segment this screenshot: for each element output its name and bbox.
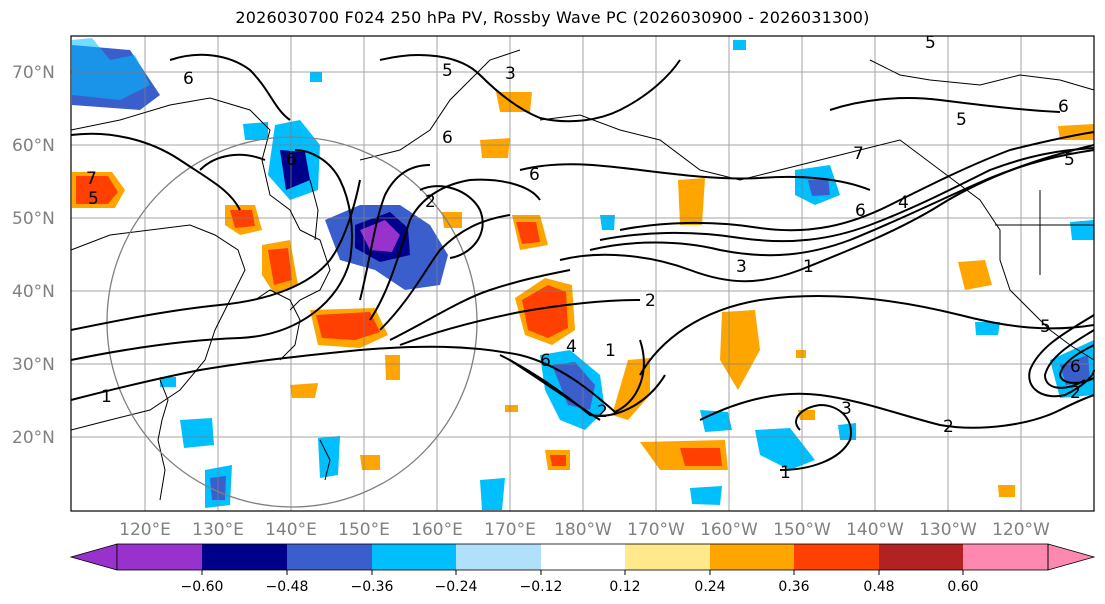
contour-label: 2 (425, 192, 436, 212)
colorbar-segment (287, 544, 372, 570)
colorbar: −0.60 −0.48 −0.36 −0.24 −0.12 0.12 0.24 … (69, 543, 1096, 595)
colorbar-tick-label: 0.24 (694, 579, 725, 595)
contour-label: 6 (442, 128, 453, 148)
contour-label: 3 (736, 257, 747, 277)
contour-label: 6 (1058, 97, 1069, 117)
colorbar-segment (202, 544, 287, 570)
colorbar-outline (116, 543, 1049, 571)
contour-label: 6 (855, 201, 866, 221)
contour-label: 1 (605, 341, 616, 361)
contour-label: 2 (1070, 383, 1081, 403)
map-frame (70, 35, 1095, 512)
contour-label: 2 (597, 402, 608, 422)
colorbar-segment (117, 544, 202, 570)
colorbar-tick-label: −0.12 (520, 579, 563, 595)
colorbar-segment (879, 544, 963, 570)
pv-contours (70, 53, 1095, 471)
contour-label: 1 (780, 463, 791, 483)
lon-label: 150°W (773, 520, 831, 540)
lon-label: 130°E (192, 520, 244, 540)
contour-label: 1 (101, 387, 112, 407)
lon-label: 180°W (554, 520, 612, 540)
contour-label: 5 (1040, 317, 1051, 337)
lat-label: 30°N (12, 355, 55, 375)
colorbar-tick-label: 0.36 (778, 579, 809, 595)
contour-label: 3 (505, 64, 516, 84)
contour-label: 5 (925, 33, 936, 53)
contour-label: 4 (566, 337, 577, 357)
contour-label: 1 (803, 257, 814, 277)
lat-label: 50°N (12, 209, 55, 229)
contour-label: 6 (529, 165, 540, 185)
contour-label: 5 (1064, 150, 1075, 170)
contour-label: 5 (88, 189, 99, 209)
colorbar-segment (456, 544, 541, 570)
lon-label: 150°E (338, 520, 390, 540)
contour-label: 6 (286, 150, 297, 170)
lat-label: 60°N (12, 136, 55, 156)
contour-label: 6 (540, 351, 551, 371)
contour-label: 6 (183, 69, 194, 89)
colorbar-extend-min (69, 543, 118, 571)
lon-label: 170°W (627, 520, 685, 540)
lat-label: 70°N (12, 63, 55, 83)
colorbar-segment (625, 544, 710, 570)
contour-label: 5 (442, 61, 453, 81)
contour-label: 4 (898, 193, 909, 213)
longitude-labels: 120°E 130°E 140°E 150°E 160°E 170°E 180°… (119, 520, 1050, 540)
lat-label: 20°N (12, 428, 55, 448)
contour-label: 7 (86, 169, 97, 189)
colorbar-tick-label: −0.36 (351, 579, 394, 595)
map-title: 2026030700 F024 250 hPa PV, Rossby Wave … (235, 8, 870, 27)
lon-label: 120°E (119, 520, 171, 540)
contour-label: 2 (645, 291, 656, 311)
colorbar-segment (710, 544, 794, 570)
coastlines (70, 49, 1095, 501)
contour-label: 5 (956, 110, 967, 130)
lon-label: 140°E (265, 520, 317, 540)
lon-label: 170°E (484, 520, 536, 540)
colorbar-tick-label: −0.24 (435, 579, 478, 595)
colorbar-tick-label: −0.48 (266, 579, 309, 595)
colorbar-tick-label: −0.60 (181, 579, 224, 595)
colorbar-segment (963, 544, 1048, 570)
colorbar-tick-label: 0.12 (609, 579, 640, 595)
colorbar-extend-max (1047, 543, 1096, 571)
lon-label: 130°W (919, 520, 977, 540)
colorbar-segment (794, 544, 879, 570)
colorbar-tick-label: 0.48 (863, 579, 894, 595)
lon-label: 120°W (992, 520, 1050, 540)
latitude-labels: 70°N 60°N 50°N 40°N 30°N 20°N (12, 63, 55, 448)
contour-label: 6 (1070, 357, 1081, 377)
colorbar-segment (541, 544, 625, 570)
contour-label: 3 (841, 399, 852, 419)
lat-label: 40°N (12, 282, 55, 302)
graticule (71, 36, 1094, 511)
lon-label: 140°W (846, 520, 904, 540)
lon-label: 160°E (411, 520, 463, 540)
contour-label: 7 (853, 144, 864, 164)
colorbar-segment (372, 544, 456, 570)
contour-labels: 5 6 6 5 3 6 6 5 4 5 7 2 6 2 1 7 6 5 1 6 … (86, 33, 1081, 483)
colorbar-tick-label: 0.60 (947, 579, 978, 595)
lon-label: 160°W (700, 520, 758, 540)
contour-label: 2 (943, 417, 954, 437)
